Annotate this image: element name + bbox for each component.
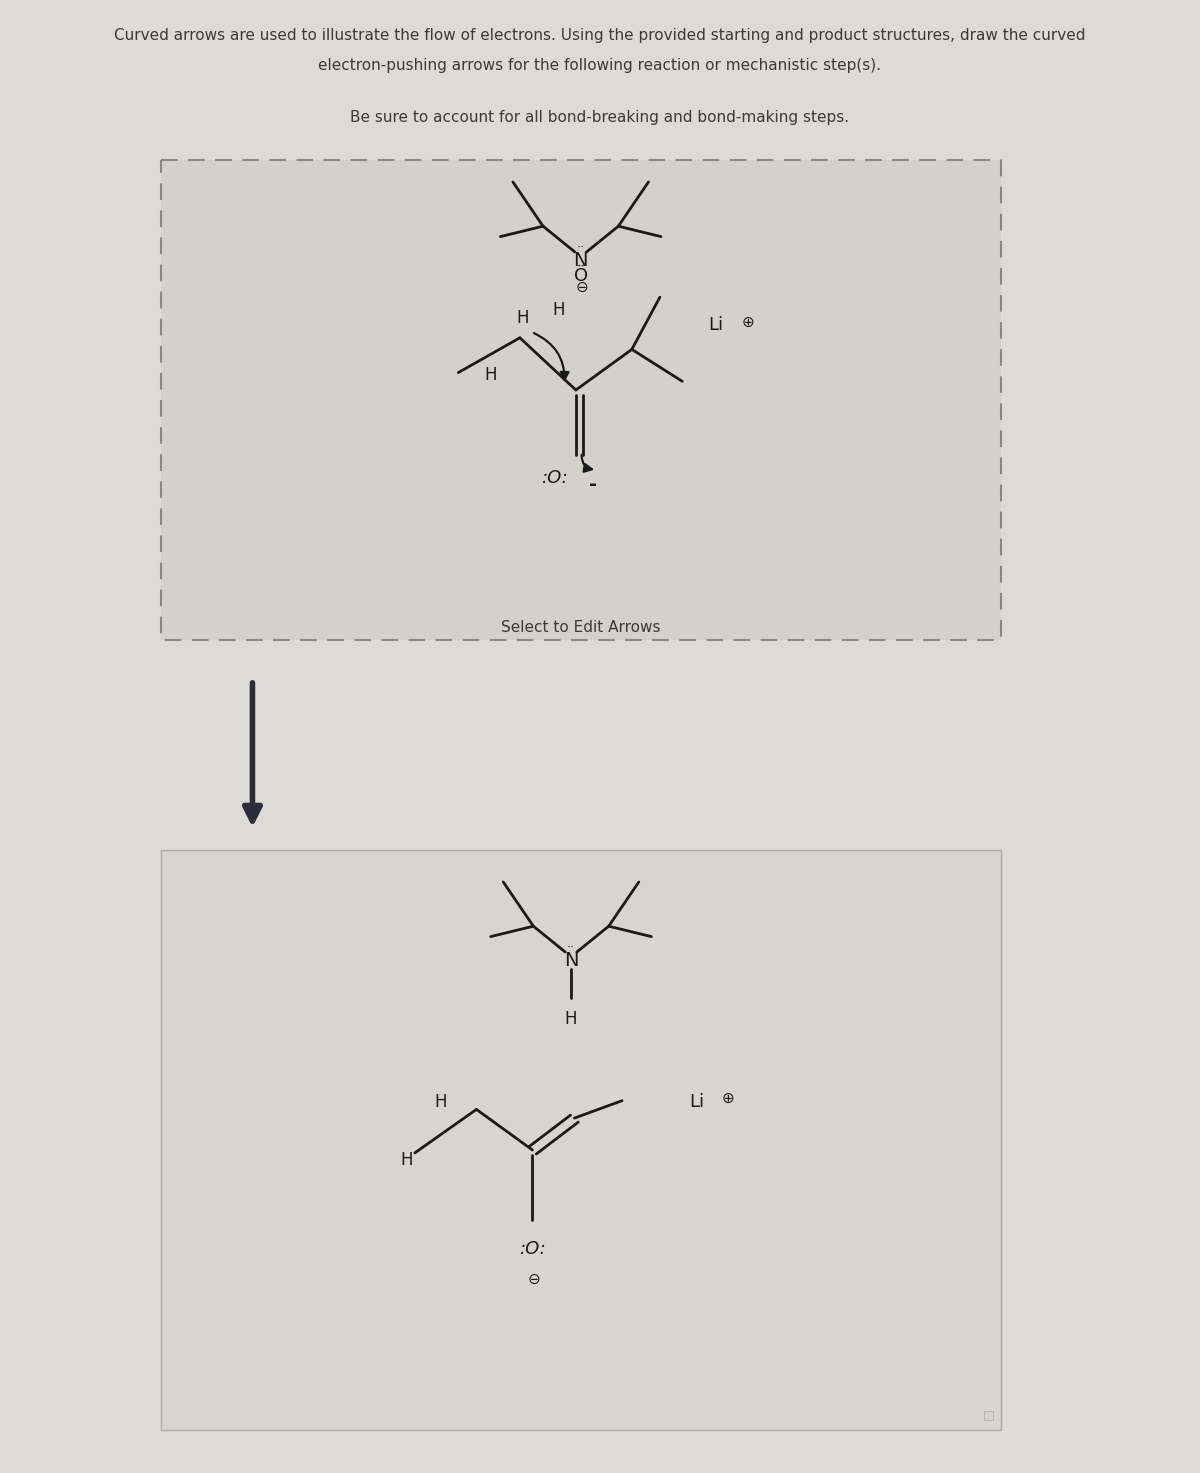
Text: H: H [434, 1093, 446, 1111]
Text: Li: Li [689, 1093, 704, 1111]
Text: Ö: Ö [574, 267, 588, 284]
Text: □: □ [983, 1408, 995, 1421]
Text: ⊖: ⊖ [528, 1273, 541, 1287]
Text: -: - [589, 476, 598, 495]
Text: electron-pushing arrows for the following reaction or mechanistic step(s).: electron-pushing arrows for the followin… [318, 57, 882, 74]
Text: ··: ·· [577, 242, 584, 253]
Text: :O:: :O: [541, 468, 568, 488]
Text: H: H [552, 300, 565, 320]
Text: ⊕: ⊕ [742, 315, 754, 330]
Text: H: H [401, 1150, 413, 1170]
Text: ··: ·· [568, 941, 575, 955]
Text: Be sure to account for all bond-breaking and bond-making steps.: Be sure to account for all bond-breaking… [350, 110, 850, 125]
Text: H: H [516, 309, 529, 327]
Text: :O:: :O: [520, 1240, 546, 1258]
FancyBboxPatch shape [161, 161, 1001, 639]
Text: ⊖: ⊖ [575, 280, 588, 295]
Text: Li: Li [708, 317, 724, 334]
Text: Curved arrows are used to illustrate the flow of electrons. Using the provided s: Curved arrows are used to illustrate the… [114, 28, 1086, 43]
FancyBboxPatch shape [161, 850, 1001, 1430]
Text: N: N [574, 250, 588, 270]
Text: Select to Edit Arrows: Select to Edit Arrows [500, 620, 660, 635]
Text: N: N [564, 950, 578, 969]
Text: H: H [565, 1010, 577, 1028]
Text: ⊕: ⊕ [722, 1090, 734, 1106]
Text: H: H [485, 365, 497, 384]
